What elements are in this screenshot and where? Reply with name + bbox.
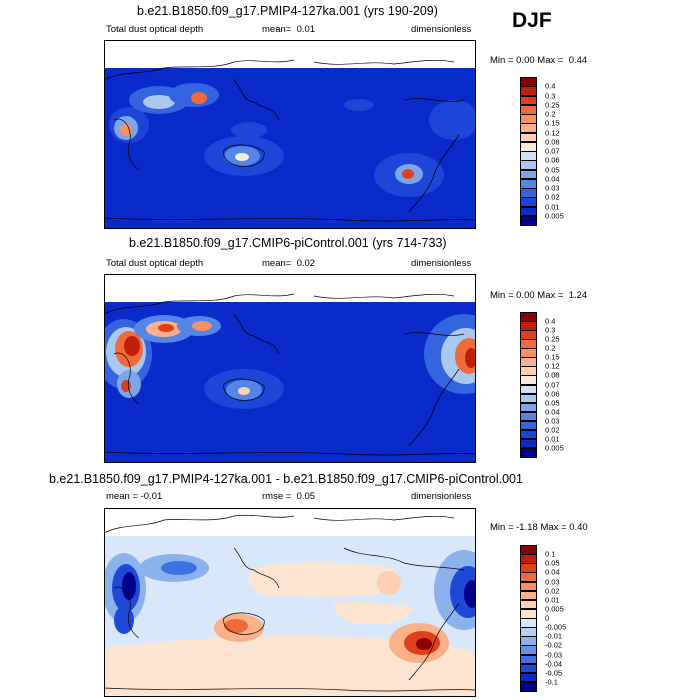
colorbar-swatch — [520, 681, 537, 692]
colorbar-label: 0.4 — [545, 316, 556, 326]
colorbar-label: 0.02 — [545, 425, 560, 435]
colorbar-label: 0.005 — [545, 443, 564, 453]
colorbar-label: 0.3 — [545, 91, 556, 100]
colorbar-label: 0.05 — [545, 165, 560, 174]
panel1-colorbar: 0.4 0.3 0.25 0.2 0.15 0.12 0.08 0.07 0.06 0.05 0.0… — [520, 77, 564, 226]
colorbar-label: -0.03 — [545, 650, 563, 659]
panel2-title: b.e21.B1850.f09_g17.CMIP6-piControl.001 … — [129, 236, 447, 250]
panel2-mean: mean= 0.02 — [262, 258, 316, 269]
colorbar-label: 0.2 — [545, 343, 556, 353]
colorbar-label: 0.02 — [545, 586, 560, 596]
colorbar-label: 0.03 — [545, 577, 560, 586]
colorbar-label: -0.04 — [545, 659, 563, 669]
colorbar-label: 0.3 — [545, 325, 556, 335]
colorbar-label: 0.04 — [545, 567, 560, 577]
colorbar-label: 0.04 — [545, 407, 560, 417]
colorbar-label: 0.005 — [545, 604, 564, 614]
panel2-map — [104, 274, 476, 463]
colorbar-label: 0.07 — [545, 380, 560, 389]
season-label: DJF — [512, 9, 552, 32]
colorbar-label: 0.12 — [545, 128, 560, 137]
colorbar-label: 0.15 — [545, 118, 560, 128]
colorbar-label: 0.05 — [545, 398, 560, 408]
panel1-units: dimensionless — [411, 24, 472, 35]
colorbar-label: 0.2 — [545, 109, 556, 119]
colorbar-label: 0.05 — [545, 558, 560, 568]
colorbar-label: 0.03 — [545, 416, 560, 426]
colorbar-label: -0.005 — [545, 622, 567, 632]
colorbar-label: 0.25 — [545, 334, 560, 344]
colorbar-label: 0.02 — [545, 192, 560, 202]
panel1-title: b.e21.B1850.f09_g17.PMIP4-127ka.001 (yrs… — [137, 4, 438, 18]
colorbar-label: -0.01 — [545, 631, 563, 641]
colorbar-label: -0.1 — [545, 677, 558, 687]
colorbar-label: 0.06 — [545, 389, 560, 399]
panel3-mean: mean = -0.01 — [106, 491, 163, 502]
panel2-minmax: Min = 0.00 Max = 1.24 — [490, 290, 588, 301]
panel1-map — [104, 40, 476, 229]
colorbar-label: -0.05 — [545, 668, 563, 678]
colorbar-swatch — [520, 215, 537, 226]
panel1-mean: mean= 0.01 — [262, 24, 316, 35]
panel3-minmax: Min = -1.18 Max = 0.40 — [490, 522, 588, 533]
colorbar-label: 0.08 — [545, 370, 560, 380]
panel3-title: b.e21.B1850.f09_g17.PMIP4-127ka.001 - b.… — [49, 472, 523, 486]
colorbar-label: 0.005 — [545, 211, 564, 221]
colorbar-label: 0.1 — [545, 549, 556, 559]
colorbar-label: 0.01 — [545, 595, 560, 605]
colorbar-label: 0.06 — [545, 155, 560, 165]
panel1-field: Total dust optical depth — [106, 24, 204, 35]
colorbar-label: -0.02 — [545, 640, 563, 650]
colorbar-label: 0.25 — [545, 100, 560, 110]
colorbar-label: 0.08 — [545, 137, 560, 147]
colorbar-swatch — [520, 447, 537, 458]
colorbar-label: 0.01 — [545, 434, 560, 444]
colorbar-label: 0.4 — [545, 81, 556, 91]
colorbar-label: 0.04 — [545, 174, 560, 184]
panel2-field: Total dust optical depth — [106, 258, 204, 269]
colorbar-label: 0 — [545, 613, 550, 623]
colorbar-label: 0.12 — [545, 361, 560, 371]
panel3-rmse: rmse = 0.05 — [262, 491, 316, 502]
panel2-units: dimensionless — [411, 258, 472, 269]
colorbar-label: 0.15 — [545, 352, 560, 362]
panel1-minmax: Min = 0.00 Max = 0.44 — [490, 55, 588, 66]
panel3-colorbar: 0.1 0.05 0.04 0.03 0.02 0.01 0.005 0 -0.005 -0.01… — [520, 545, 566, 692]
panel3-map — [104, 508, 476, 697]
panel3-units: dimensionless — [411, 491, 472, 502]
colorbar-label: 0.03 — [545, 183, 560, 193]
panel2-colorbar: 0.4 0.3 0.25 0.2 0.15 0.12 0.08 0.07 0.06 0.05 0.0… — [520, 312, 564, 458]
colorbar-label: 0.07 — [545, 146, 560, 156]
colorbar-label: 0.01 — [545, 202, 560, 211]
